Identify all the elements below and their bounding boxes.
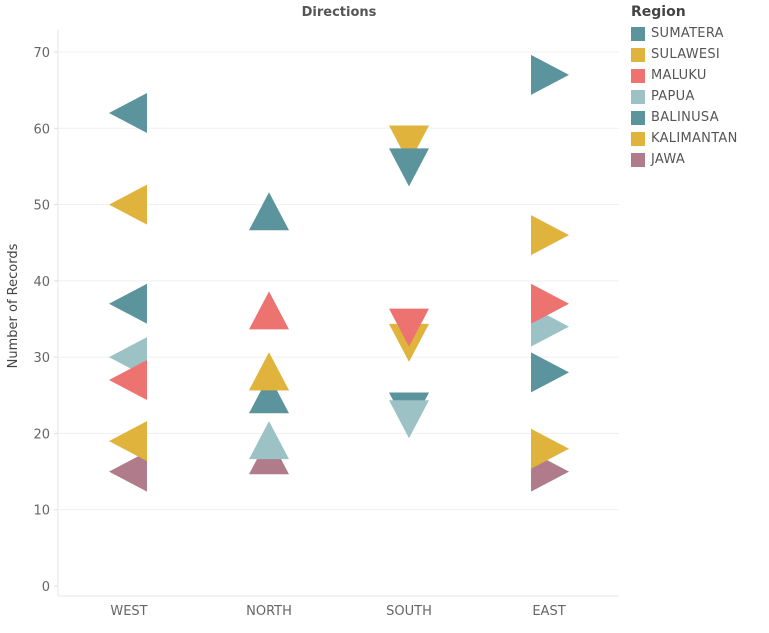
y-tick-label: 70 <box>33 46 50 61</box>
marker-jawa-west[interactable] <box>109 451 147 492</box>
legend-item-jawa[interactable]: JAWA <box>631 149 738 170</box>
chart-title: Directions <box>302 5 377 20</box>
legend-label-jawa: JAWA <box>651 152 686 167</box>
marker-sulawesi-north[interactable] <box>249 352 289 391</box>
legend-item-kalimantan[interactable]: KALIMANTAN <box>631 128 738 149</box>
legend-swatch-sulawesi <box>631 47 645 62</box>
y-tick-label: 10 <box>33 504 50 519</box>
legend-item-maluku[interactable]: MALUKU <box>631 65 738 86</box>
legend-item-sulawesi[interactable]: SULAWESI <box>631 44 738 65</box>
legend-swatch-maluku <box>631 68 645 83</box>
y-tick-label: 40 <box>33 275 50 290</box>
legend-label-maluku: MALUKU <box>651 68 707 83</box>
marker-sulawesi-south[interactable] <box>389 125 429 164</box>
y-tick-label: 50 <box>33 199 50 214</box>
marker-sulawesi-east[interactable] <box>531 215 569 256</box>
marker-kalimantan-east[interactable] <box>531 428 569 469</box>
marker-balinusa-west[interactable] <box>109 283 147 324</box>
legend-item-balinusa[interactable]: BALINUSA <box>631 107 738 128</box>
marker-sumatera-south[interactable] <box>389 148 429 187</box>
marker-kalimantan-west[interactable] <box>109 421 147 462</box>
x-tick-label: WEST <box>110 604 147 619</box>
y-axis-ticks: 0 10 20 30 40 50 60 70 <box>33 46 58 595</box>
x-tick-label: SOUTH <box>386 604 432 619</box>
x-tick-label: EAST <box>532 604 565 619</box>
marker-maluku-west[interactable] <box>109 360 147 400</box>
legend-swatch-sumatera <box>631 26 645 41</box>
marker-sumatera-east[interactable] <box>531 54 569 95</box>
marker-papua-south[interactable] <box>389 400 429 439</box>
y-tick-label: 20 <box>33 427 50 442</box>
legend-label-kalimantan: KALIMANTAN <box>651 131 738 146</box>
data-marks <box>109 54 569 492</box>
legend-label-sumatera: SUMATERA <box>651 26 724 41</box>
marker-maluku-east[interactable] <box>531 283 569 324</box>
y-tick-label: 60 <box>33 122 50 137</box>
legend-label-papua: PAPUA <box>651 89 695 104</box>
marker-sulawesi-west[interactable] <box>109 184 147 225</box>
marker-balinusa-east[interactable] <box>531 352 569 393</box>
marker-papua-north[interactable] <box>249 421 289 460</box>
legend-label-balinusa: BALINUSA <box>651 110 719 125</box>
legend-swatch-jawa <box>631 152 645 167</box>
marker-balinusa-north[interactable] <box>249 375 289 414</box>
y-tick-label: 30 <box>33 351 50 366</box>
legend-label-sulawesi: SULAWESI <box>651 47 721 62</box>
marker-maluku-south[interactable] <box>389 308 429 347</box>
legend: Region SUMATERA SULAWESI MALUKU PAPUA BA… <box>631 4 738 170</box>
x-tick-label: NORTH <box>246 604 292 619</box>
legend-item-sumatera[interactable]: SUMATERA <box>631 23 738 44</box>
gridlines <box>57 30 619 597</box>
y-tick-label: 0 <box>42 580 50 595</box>
marker-sumatera-west[interactable] <box>109 93 147 133</box>
x-axis-ticks: WEST NORTH SOUTH EAST <box>110 604 565 619</box>
marker-sumatera-north[interactable] <box>249 192 289 231</box>
legend-item-papua[interactable]: PAPUA <box>631 86 738 107</box>
legend-swatch-balinusa <box>631 110 645 125</box>
legend-title: Region <box>631 4 686 20</box>
marker-maluku-north[interactable] <box>249 291 289 330</box>
legend-swatch-kalimantan <box>631 131 645 146</box>
legend-swatch-papua <box>631 89 645 104</box>
y-axis-label: Number of Records <box>6 243 21 368</box>
